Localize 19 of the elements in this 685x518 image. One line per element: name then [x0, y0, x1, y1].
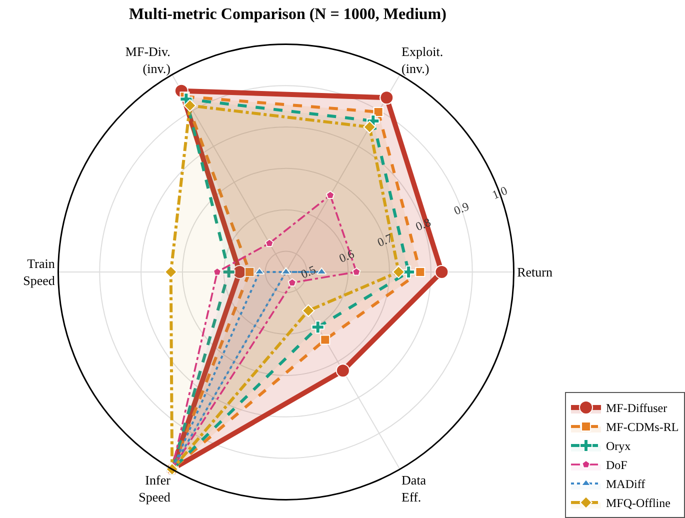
chart-title: Multi-metric Comparison (N = 1000, Medium) [128, 6, 446, 23]
spoke-label: Return [517, 264, 553, 280]
legend-label: MFQ-Offline [606, 496, 670, 510]
legend-label: DoF [606, 458, 628, 472]
legend-label: MADiff [606, 477, 646, 492]
spoke-label: Data Eff. [402, 472, 426, 504]
legend-label: MF-Diffuser [606, 401, 668, 416]
spoke-label: Train Speed [23, 256, 56, 288]
y-tick-label: 0.8 [414, 215, 433, 234]
y-tick-label: 0.9 [452, 199, 472, 218]
spoke-label: Exploit. (inv.) [402, 44, 444, 76]
y-tick-label: 0.6 [337, 246, 356, 266]
y-tick-label: 0.5 [298, 262, 318, 282]
legend-label: MF-CDMs-RL [606, 420, 679, 434]
y-tick-label: 1.0 [490, 183, 510, 202]
y-tick-label: 0.7 [375, 230, 394, 250]
legend-label: Oryx [606, 439, 631, 454]
spoke-label: Infer Speed [138, 472, 172, 504]
spoke-label: MF-Div. (inv.) [125, 44, 170, 76]
